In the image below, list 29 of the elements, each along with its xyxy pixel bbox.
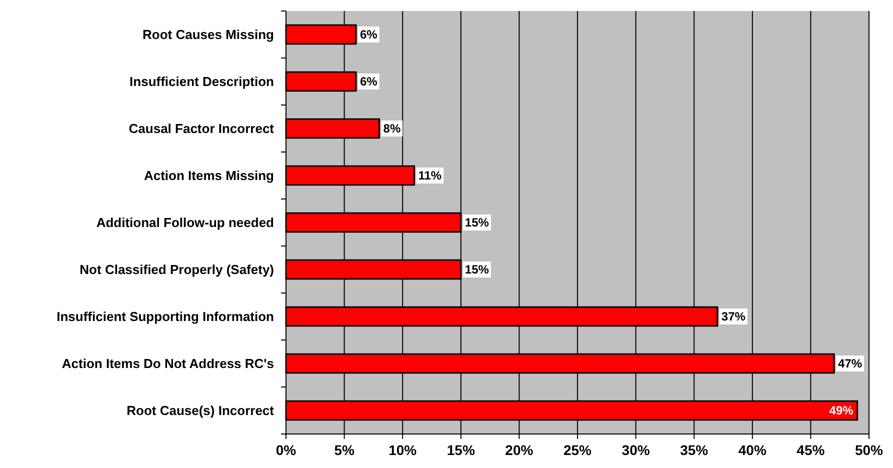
y-tick-label: Insufficient Description xyxy=(130,74,274,90)
x-tick-label: 45% xyxy=(796,442,826,458)
x-tick-label: 30% xyxy=(622,442,650,458)
x-tick-label: 5% xyxy=(334,442,355,458)
y-tick-label: Causal Factor Incorrect xyxy=(128,121,275,136)
y-tick-label: Additional Follow-up needed xyxy=(96,215,274,230)
data-label: 49% xyxy=(829,404,854,418)
data-label: 11% xyxy=(418,168,442,183)
x-tick-label: 10% xyxy=(388,442,418,458)
x-tick-label: 50% xyxy=(854,442,884,458)
x-tick-label: 0% xyxy=(276,442,297,458)
data-label: 6% xyxy=(360,28,378,42)
y-tick-label: Not Classified Properly (Safety) xyxy=(80,262,274,278)
data-label: 15% xyxy=(464,216,490,230)
data-label: 6% xyxy=(360,74,378,89)
x-tick-label: 40% xyxy=(738,442,767,458)
x-tick-label: 15% xyxy=(446,442,476,458)
y-tick-label: Root Cause(s) Incorrect xyxy=(126,403,275,418)
data-label: 15% xyxy=(464,262,490,277)
data-label: 47% xyxy=(838,356,862,371)
y-tick-label: Action Items Do Not Address RC's xyxy=(62,356,274,372)
x-tick-label: 25% xyxy=(563,442,592,458)
x-tick-label: 35% xyxy=(680,442,709,458)
data-label: 37% xyxy=(721,310,746,324)
x-tick-label: 20% xyxy=(505,442,534,458)
data-label: 8% xyxy=(383,122,401,136)
y-tick-label: Action Items Missing xyxy=(144,168,274,184)
y-tick-label: Insufficient Supporting Information xyxy=(56,309,274,324)
y-tick-label: Root Causes Missing xyxy=(142,27,274,42)
